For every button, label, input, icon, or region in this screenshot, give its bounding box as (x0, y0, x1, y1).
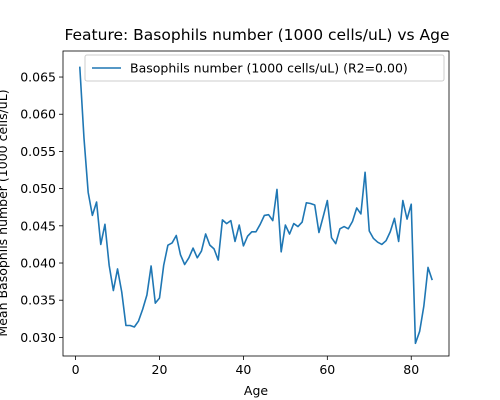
y-tick-label: 0.050 (20, 181, 56, 196)
series-line (78, 66, 433, 345)
y-tick-label: 0.030 (20, 330, 56, 345)
x-tick-label: 60 (319, 362, 335, 377)
x-axis-label: Age (244, 383, 268, 398)
x-tick-label: 0 (72, 362, 80, 377)
x-tick-label: 20 (152, 362, 168, 377)
legend-entry-label: Basophils number (1000 cells/uL) (R2=0.0… (130, 61, 408, 76)
legend-box (84, 54, 445, 82)
y-tick-label: 0.055 (20, 144, 56, 159)
series-layer (78, 66, 433, 345)
y-tick-label: 0.065 (20, 70, 56, 85)
y-tick-label: 0.060 (20, 107, 56, 122)
chart-title: Feature: Basophils number (1000 cells/uL… (64, 26, 449, 44)
y-axis-label: Mean Basophils number (1000 cells/uL) (0, 89, 10, 336)
legend: Basophils number (1000 cells/uL) (R2=0.0… (84, 54, 445, 82)
y-axis: 0.030 0.035 0.040 0.045 0.050 0.055 0.060 0.065 (20, 70, 63, 345)
plot-area: 0 20 40 60 80 0.030 0.035 0.040 0.045 0.050 0.055… (20, 50, 450, 377)
y-tick-label: 0.040 (20, 256, 56, 271)
y-tick-label: 0.035 (20, 293, 56, 308)
y-tick-label: 0.045 (20, 218, 56, 233)
x-axis: 0 20 40 60 80 (72, 356, 419, 377)
axes-frame (62, 50, 450, 357)
x-tick-label: 80 (403, 362, 419, 377)
x-tick-label: 40 (235, 362, 251, 377)
